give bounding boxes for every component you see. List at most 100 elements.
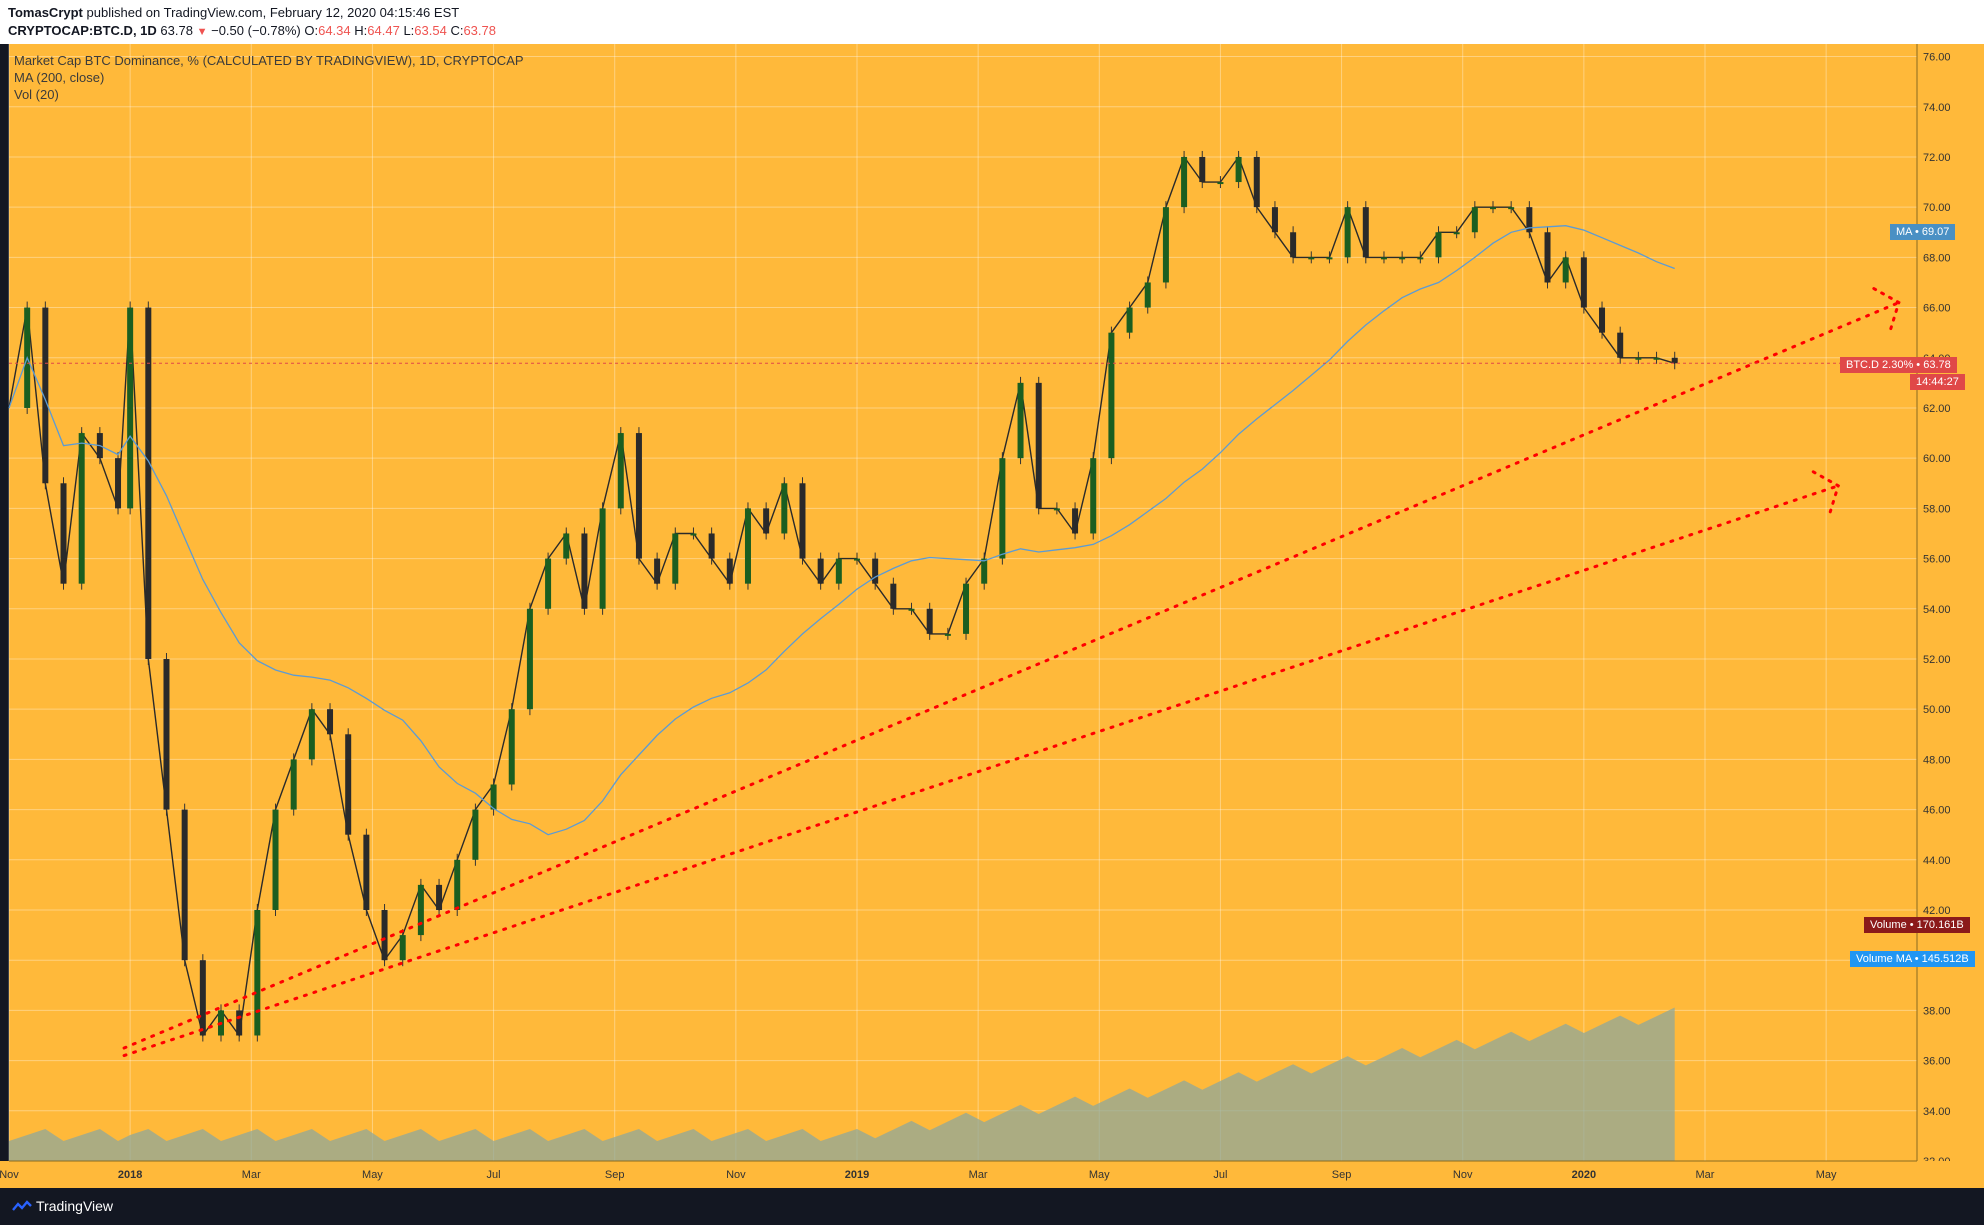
legend-title: Market Cap BTC Dominance, % (CALCULATED … [14, 53, 524, 68]
ma-tag: MA • 69.07 [1890, 224, 1956, 240]
candle-body [1017, 382, 1024, 459]
candle-body [672, 533, 679, 584]
legend-ma: MA (200, close) [14, 70, 105, 85]
ma-line [8, 225, 1675, 836]
candle-body [981, 558, 988, 584]
candle-body [890, 583, 897, 609]
high-label: H: [354, 23, 368, 38]
x-tick-label: May [362, 1169, 383, 1181]
candle-body [181, 809, 188, 961]
x-tick-label: Jul [1213, 1169, 1227, 1181]
candle-body [381, 909, 388, 961]
brand-name: TradingView [36, 1198, 114, 1214]
candle-body [781, 483, 788, 534]
candle-body [1526, 207, 1533, 233]
candle-body [1653, 357, 1660, 360]
low-label: L: [403, 23, 415, 38]
price-tag: BTC.D 2.30% • 63.78 [1840, 357, 1957, 373]
candle-body [1290, 232, 1297, 258]
candle-body [60, 483, 67, 584]
candle-body [744, 508, 751, 584]
candle-body [290, 759, 297, 810]
y-tick-label: 74.00 [1923, 102, 1951, 114]
low-value: 63.54 [414, 23, 447, 38]
candle-body [563, 533, 570, 559]
candle-body [1144, 282, 1151, 308]
candle-body [1599, 307, 1606, 333]
candle-body [1072, 508, 1079, 534]
y-tick-label: 36.00 [1923, 1056, 1951, 1068]
candle-body [1181, 156, 1188, 208]
candle-body [1308, 257, 1315, 260]
candle-body [454, 859, 461, 910]
candle-body [872, 558, 879, 584]
tradingview-logo[interactable]: TradingView [12, 1198, 113, 1214]
candle-body [726, 558, 733, 584]
x-tick-label: Nov [1453, 1169, 1473, 1181]
publish-info: published on TradingView.com, February 1… [86, 5, 460, 20]
y-tick-label: 52.00 [1923, 654, 1951, 666]
candle-body [944, 633, 951, 636]
candle-body [1453, 232, 1460, 235]
candle-body [926, 608, 933, 634]
x-tick-label: Jul [487, 1169, 501, 1181]
x-tick-label: May [1089, 1169, 1110, 1181]
candle-body [472, 809, 479, 860]
x-axis-panel [0, 1161, 1984, 1188]
candle-body [1362, 207, 1369, 258]
candle-body [1671, 357, 1678, 364]
candle-body [272, 809, 279, 910]
candle-body [399, 935, 406, 961]
candle-body [1562, 257, 1569, 283]
candle-body [763, 508, 770, 534]
candle-body [963, 583, 970, 634]
trend-arrow-2 [1811, 470, 1841, 514]
x-tick-label: Nov [0, 1169, 19, 1181]
x-tick-label: 2020 [1572, 1169, 1596, 1181]
y-tick-label: 44.00 [1923, 855, 1951, 867]
y-tick-label: 48.00 [1923, 754, 1951, 766]
candle-body [199, 960, 206, 1036]
trend-line-2 [122, 484, 1840, 1058]
trend-arrow-1 [1872, 287, 1901, 331]
candle-body [417, 884, 424, 936]
candle-body [1380, 257, 1387, 260]
candle-body [327, 709, 334, 735]
candle-body [1635, 357, 1642, 360]
candle-body [1126, 307, 1133, 333]
x-tick-label: Sep [605, 1169, 625, 1181]
y-axis: 76.0074.0072.0070.0068.0066.0064.0062.00… [1916, 44, 1984, 1168]
trend-lines [9, 287, 1917, 1058]
candle-body [78, 433, 85, 584]
price-chart[interactable]: 76.0074.0072.0070.0068.0066.0064.0062.00… [0, 44, 1984, 1188]
down-arrow-icon: ▼ [196, 26, 208, 38]
author-name[interactable]: TomasCrypt [8, 5, 83, 20]
tradingview-icon [12, 1200, 32, 1212]
chart-legend: Market Cap BTC Dominance, % (CALCULATED … [14, 52, 524, 103]
y-tick-label: 70.00 [1923, 202, 1951, 214]
candle-body [1235, 156, 1242, 183]
high-value: 64.47 [367, 23, 400, 38]
volume-ma-tag: Volume MA • 145.512B [1850, 951, 1975, 967]
y-tick-label: 46.00 [1923, 805, 1951, 817]
legend-vol: Vol (20) [14, 87, 59, 102]
candle-body [1580, 257, 1587, 308]
candle-body [908, 608, 915, 611]
candle-body [1035, 382, 1042, 509]
candle-body [1199, 156, 1206, 183]
open-value: 64.34 [318, 23, 351, 38]
y-tick-label: 62.00 [1923, 403, 1951, 415]
x-tick-label: May [1816, 1169, 1837, 1181]
candle-body [1417, 257, 1424, 260]
candle-body [1617, 332, 1624, 358]
candle-body [236, 1010, 243, 1036]
candle-body [799, 483, 806, 559]
candle-body [817, 558, 824, 584]
x-tick-label: Sep [1332, 1169, 1352, 1181]
candle-body [1090, 458, 1097, 534]
y-tick-label: 72.00 [1923, 152, 1951, 164]
volume-tag: Volume • 170.161B [1864, 917, 1970, 933]
candle-body [581, 533, 588, 609]
x-tick-label: Mar [242, 1169, 261, 1181]
publish-header: TomasCrypt published on TradingView.com,… [0, 0, 1984, 44]
